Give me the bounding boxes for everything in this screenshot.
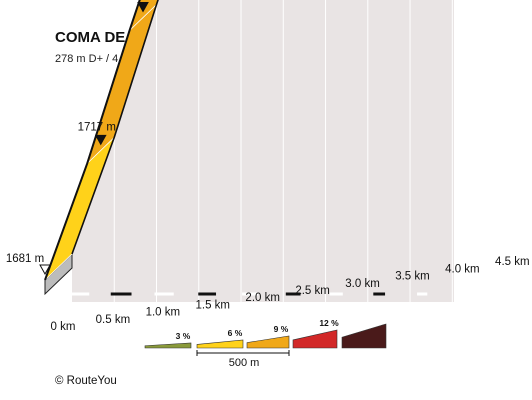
distance-tick-label: 2.5 km xyxy=(295,285,330,297)
profile-segment xyxy=(129,0,159,31)
distance-tick-label: 1.0 km xyxy=(146,307,181,319)
profile-surface xyxy=(44,0,159,281)
distance-tick-label: 4.5 km xyxy=(495,256,530,268)
gradient-legend-label: 6 % xyxy=(228,328,243,338)
distance-tick-label: 2.0 km xyxy=(245,292,280,304)
gradient-legend: 3 % 6 % 9 % 12 % 500 m xyxy=(144,318,387,369)
elevation-label: 1681 m xyxy=(6,253,44,265)
elevation-marker-icon xyxy=(39,264,51,276)
copyright-text: © RouteYou xyxy=(55,375,117,387)
gradient-legend-label: 9 % xyxy=(274,324,289,334)
distance-tick-label: 0 km xyxy=(51,321,76,333)
distance-tick-label: 1.5 km xyxy=(196,299,231,311)
distance-tick-label: 3.0 km xyxy=(345,278,380,290)
gradient-legend-swatch xyxy=(196,339,244,349)
gradient-legend-swatch xyxy=(246,335,290,349)
elevation-marker-icon xyxy=(94,134,107,146)
elevation-label: 1758 m xyxy=(120,0,158,1)
gradient-legend-swatch xyxy=(144,342,192,349)
distance-tick-label: 0.5 km xyxy=(96,314,131,326)
distance-tick-label: 4.0 km xyxy=(445,263,480,275)
gradient-legend-label: 12 % xyxy=(319,318,339,328)
profile-front-edge xyxy=(44,0,141,281)
distance-tick-labels: 0 km 0.5 km 1.0 km 1.5 km 2.0 km 2.5 km 3.0 km… xyxy=(51,256,530,333)
scale-bar-label: 500 m xyxy=(229,357,260,369)
gradient-legend-swatch xyxy=(341,323,387,349)
gradient-legend-label: 3 % xyxy=(176,331,191,341)
gradient-legend-swatch xyxy=(292,329,338,349)
elevation-label: 1717 m xyxy=(78,121,116,133)
elevation-marker-icon xyxy=(137,2,149,13)
profile-back-edge xyxy=(71,0,159,255)
distance-tick-label: 3.5 km xyxy=(395,271,430,283)
back-wall xyxy=(72,0,454,302)
